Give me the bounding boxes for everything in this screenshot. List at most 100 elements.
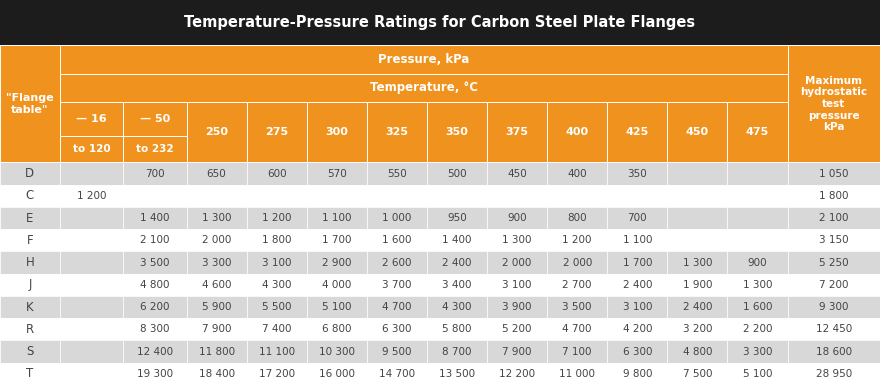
Bar	[187, 296, 246, 318]
Bar	[60, 45, 788, 74]
Bar	[60, 340, 123, 363]
Text: 2 200: 2 200	[743, 325, 773, 334]
Text: 425: 425	[626, 127, 649, 137]
Text: 1 200: 1 200	[262, 213, 291, 223]
Text: 1 200: 1 200	[562, 235, 592, 245]
Bar	[788, 229, 880, 251]
Text: K: K	[26, 301, 33, 314]
Text: 300: 300	[326, 127, 348, 137]
Text: 4 000: 4 000	[322, 280, 351, 290]
Bar	[123, 136, 187, 162]
Bar	[246, 274, 307, 296]
Text: 6 800: 6 800	[322, 325, 352, 334]
Bar	[367, 274, 427, 296]
Text: 1 800: 1 800	[819, 191, 848, 201]
Text: 275: 275	[265, 127, 289, 137]
Bar	[246, 162, 307, 185]
Bar	[307, 340, 367, 363]
Text: 14 700: 14 700	[379, 369, 415, 379]
Text: Pressure, kPa: Pressure, kPa	[378, 53, 469, 66]
Text: 250: 250	[205, 127, 228, 137]
Bar	[488, 162, 547, 185]
Text: 12 400: 12 400	[136, 346, 173, 357]
Bar	[246, 340, 307, 363]
Bar	[0, 251, 60, 274]
Text: 7 900: 7 900	[202, 325, 231, 334]
Bar	[0, 0, 880, 45]
Bar	[60, 162, 123, 185]
Text: 2 000: 2 000	[562, 258, 592, 268]
Text: 1 900: 1 900	[683, 280, 712, 290]
Bar	[607, 102, 667, 162]
Bar	[187, 251, 246, 274]
Bar	[607, 318, 667, 340]
Text: 4 700: 4 700	[562, 325, 592, 334]
Text: 2 100: 2 100	[819, 213, 848, 223]
Text: 1 700: 1 700	[322, 235, 352, 245]
Bar	[728, 340, 788, 363]
Bar	[427, 162, 488, 185]
Bar	[60, 229, 123, 251]
Bar	[667, 340, 728, 363]
Bar	[367, 296, 427, 318]
Bar	[187, 102, 246, 162]
Text: 800: 800	[568, 213, 587, 223]
Bar	[367, 207, 427, 229]
Bar	[728, 274, 788, 296]
Text: R: R	[26, 323, 34, 336]
Bar	[547, 363, 607, 385]
Text: 7 400: 7 400	[262, 325, 291, 334]
Bar	[667, 162, 728, 185]
Bar	[307, 162, 367, 185]
Text: 350: 350	[445, 127, 468, 137]
Text: 9 800: 9 800	[622, 369, 652, 379]
Text: 3 500: 3 500	[562, 302, 592, 312]
Text: 1 300: 1 300	[502, 235, 532, 245]
Bar	[667, 229, 728, 251]
Bar	[0, 229, 60, 251]
Text: 9 300: 9 300	[819, 302, 848, 312]
Text: 400: 400	[568, 169, 587, 179]
Bar	[488, 363, 547, 385]
Bar	[427, 363, 488, 385]
Bar	[187, 207, 246, 229]
Bar	[60, 251, 123, 274]
Bar	[547, 340, 607, 363]
Bar	[788, 318, 880, 340]
Bar	[307, 296, 367, 318]
Text: 3 500: 3 500	[140, 258, 170, 268]
Bar	[728, 363, 788, 385]
Text: 5 900: 5 900	[202, 302, 231, 312]
Bar	[123, 185, 187, 207]
Bar	[427, 274, 488, 296]
Text: 375: 375	[506, 127, 529, 137]
Text: 6 200: 6 200	[140, 302, 170, 312]
Bar	[607, 251, 667, 274]
Bar	[123, 340, 187, 363]
Text: 1 000: 1 000	[382, 213, 412, 223]
Bar	[0, 296, 60, 318]
Bar	[187, 363, 246, 385]
Text: 3 150: 3 150	[819, 235, 848, 245]
Bar	[427, 185, 488, 207]
Text: 3 900: 3 900	[502, 302, 532, 312]
Bar	[547, 274, 607, 296]
Bar	[307, 207, 367, 229]
Text: 1 700: 1 700	[622, 258, 652, 268]
Text: — 16: — 16	[77, 114, 106, 124]
Text: D: D	[26, 167, 34, 180]
Bar	[0, 162, 60, 185]
Bar	[246, 363, 307, 385]
Bar	[547, 102, 607, 162]
Text: 4 300: 4 300	[443, 302, 472, 312]
Text: 400: 400	[566, 127, 589, 137]
Text: 4 700: 4 700	[382, 302, 412, 312]
Bar	[547, 251, 607, 274]
Bar	[607, 296, 667, 318]
Bar	[788, 45, 880, 162]
Text: 2 700: 2 700	[562, 280, 592, 290]
Bar	[60, 274, 123, 296]
Text: 1 300: 1 300	[683, 258, 712, 268]
Text: 19 300: 19 300	[136, 369, 173, 379]
Text: 1 100: 1 100	[322, 213, 352, 223]
